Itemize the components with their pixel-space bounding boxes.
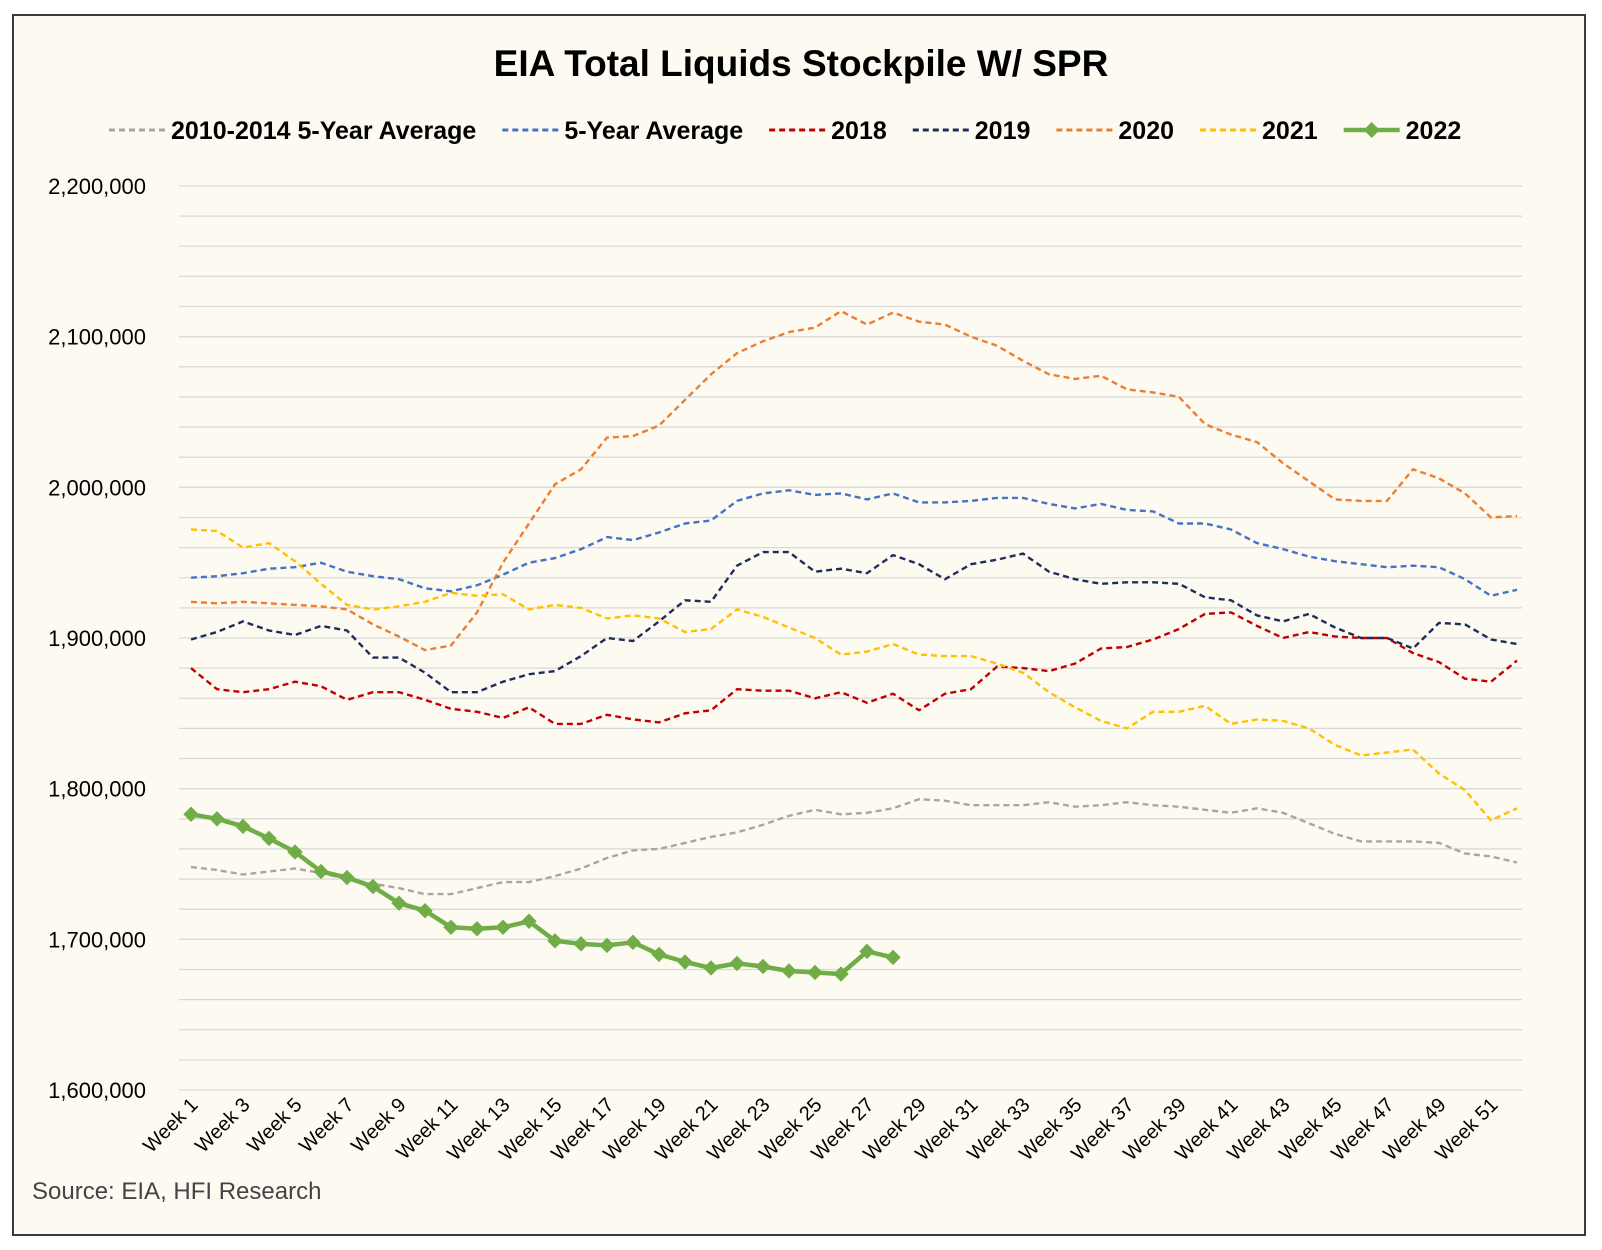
series-line-2020: [190, 309, 1518, 652]
chart-title: EIA Total Liquids Stockpile W/ SPR: [494, 43, 1109, 84]
source-note: Source: EIA, HFI Research: [32, 1178, 321, 1205]
legend-entry-5-year-average: 5-Year Average: [502, 117, 743, 145]
legend-marker: [1363, 122, 1380, 138]
data-point-2022: [443, 919, 459, 935]
data-point-2022: [833, 966, 849, 982]
data-point-2022: [755, 958, 771, 975]
data-point-2022: [209, 811, 225, 827]
data-point-2022: [573, 936, 589, 952]
series-line-2010-2014-5-year-average: [190, 798, 1518, 896]
legend-entry-2010-2014-5-year-average: 2010-2014 5-Year Average: [109, 117, 476, 145]
data-point-2022: [417, 902, 433, 919]
data-point-2022: [703, 960, 719, 976]
series-markers: [183, 806, 901, 982]
chart-frame: EIA Total Liquids Stockpile W/ SPR 2010-…: [12, 14, 1586, 1236]
legend-label: 2022: [1406, 117, 1462, 145]
gridlines: [179, 185, 1522, 1091]
series-lines: [190, 309, 1518, 977]
data-point-2022: [651, 946, 667, 963]
data-point-2022: [547, 933, 563, 949]
y-tick-label: 1,900,000: [48, 626, 146, 651]
legend-label: 2010-2014 5-Year Average: [171, 117, 476, 145]
legend: 2010-2014 5-Year Average 5-Year Average 20…: [109, 117, 1461, 145]
data-point-2022: [313, 863, 329, 880]
y-tick-label: 1,800,000: [48, 777, 146, 802]
data-point-2022: [807, 964, 823, 981]
legend-label: 2019: [975, 117, 1031, 145]
y-axis-tick-labels: 1,600,000 1,700,000 1,800,000 1,900,000 2,00…: [48, 174, 146, 1103]
series-line-2019: [190, 550, 1518, 694]
data-point-2022: [287, 844, 303, 860]
data-point-2022: [495, 919, 511, 935]
legend-entry-2020: 2020: [1056, 117, 1174, 145]
series-line-5-year-average: [190, 489, 1518, 597]
data-point-2022: [781, 963, 797, 979]
data-point-2022: [261, 830, 277, 847]
x-tick-label: Week 3: [191, 1094, 254, 1157]
data-point-2022: [521, 913, 537, 929]
y-tick-label: 2,100,000: [48, 325, 146, 350]
data-point-2022: [391, 895, 407, 911]
series-line-2021: [190, 528, 1518, 822]
data-point-2022: [235, 818, 251, 835]
series-line-2022: [190, 812, 894, 977]
y-tick-label: 2,200,000: [48, 174, 146, 199]
series-line-2018: [190, 611, 1518, 726]
x-tick-label: Week 7: [295, 1094, 358, 1157]
legend-entry-2019: 2019: [912, 117, 1031, 145]
data-point-2022: [469, 921, 485, 937]
legend-label: 5-Year Average: [564, 117, 743, 145]
data-point-2022: [729, 955, 745, 972]
y-tick-label: 2,000,000: [48, 475, 146, 500]
data-point-2022: [885, 949, 901, 966]
data-point-2022: [599, 937, 615, 954]
data-point-2022: [183, 806, 199, 822]
data-point-2022: [859, 943, 875, 960]
y-tick-label: 1,600,000: [48, 1078, 146, 1103]
legend-label: 2020: [1118, 117, 1174, 145]
data-point-2022: [677, 954, 693, 970]
x-tick-label: Week 5: [243, 1094, 306, 1157]
legend-label: 2018: [831, 117, 887, 145]
y-tick-label: 1,700,000: [48, 927, 146, 952]
data-point-2022: [339, 869, 355, 886]
legend-label: 2021: [1262, 117, 1318, 145]
legend-entry-2022: 2022: [1343, 117, 1462, 145]
x-tick-label: Week 1: [139, 1094, 202, 1157]
data-point-2022: [365, 878, 381, 895]
line-chart: EIA Total Liquids Stockpile W/ SPR 2010-…: [32, 43, 1522, 1205]
legend-entry-2021: 2021: [1200, 117, 1318, 145]
data-point-2022: [625, 934, 641, 951]
legend-entry-2018: 2018: [769, 117, 887, 145]
